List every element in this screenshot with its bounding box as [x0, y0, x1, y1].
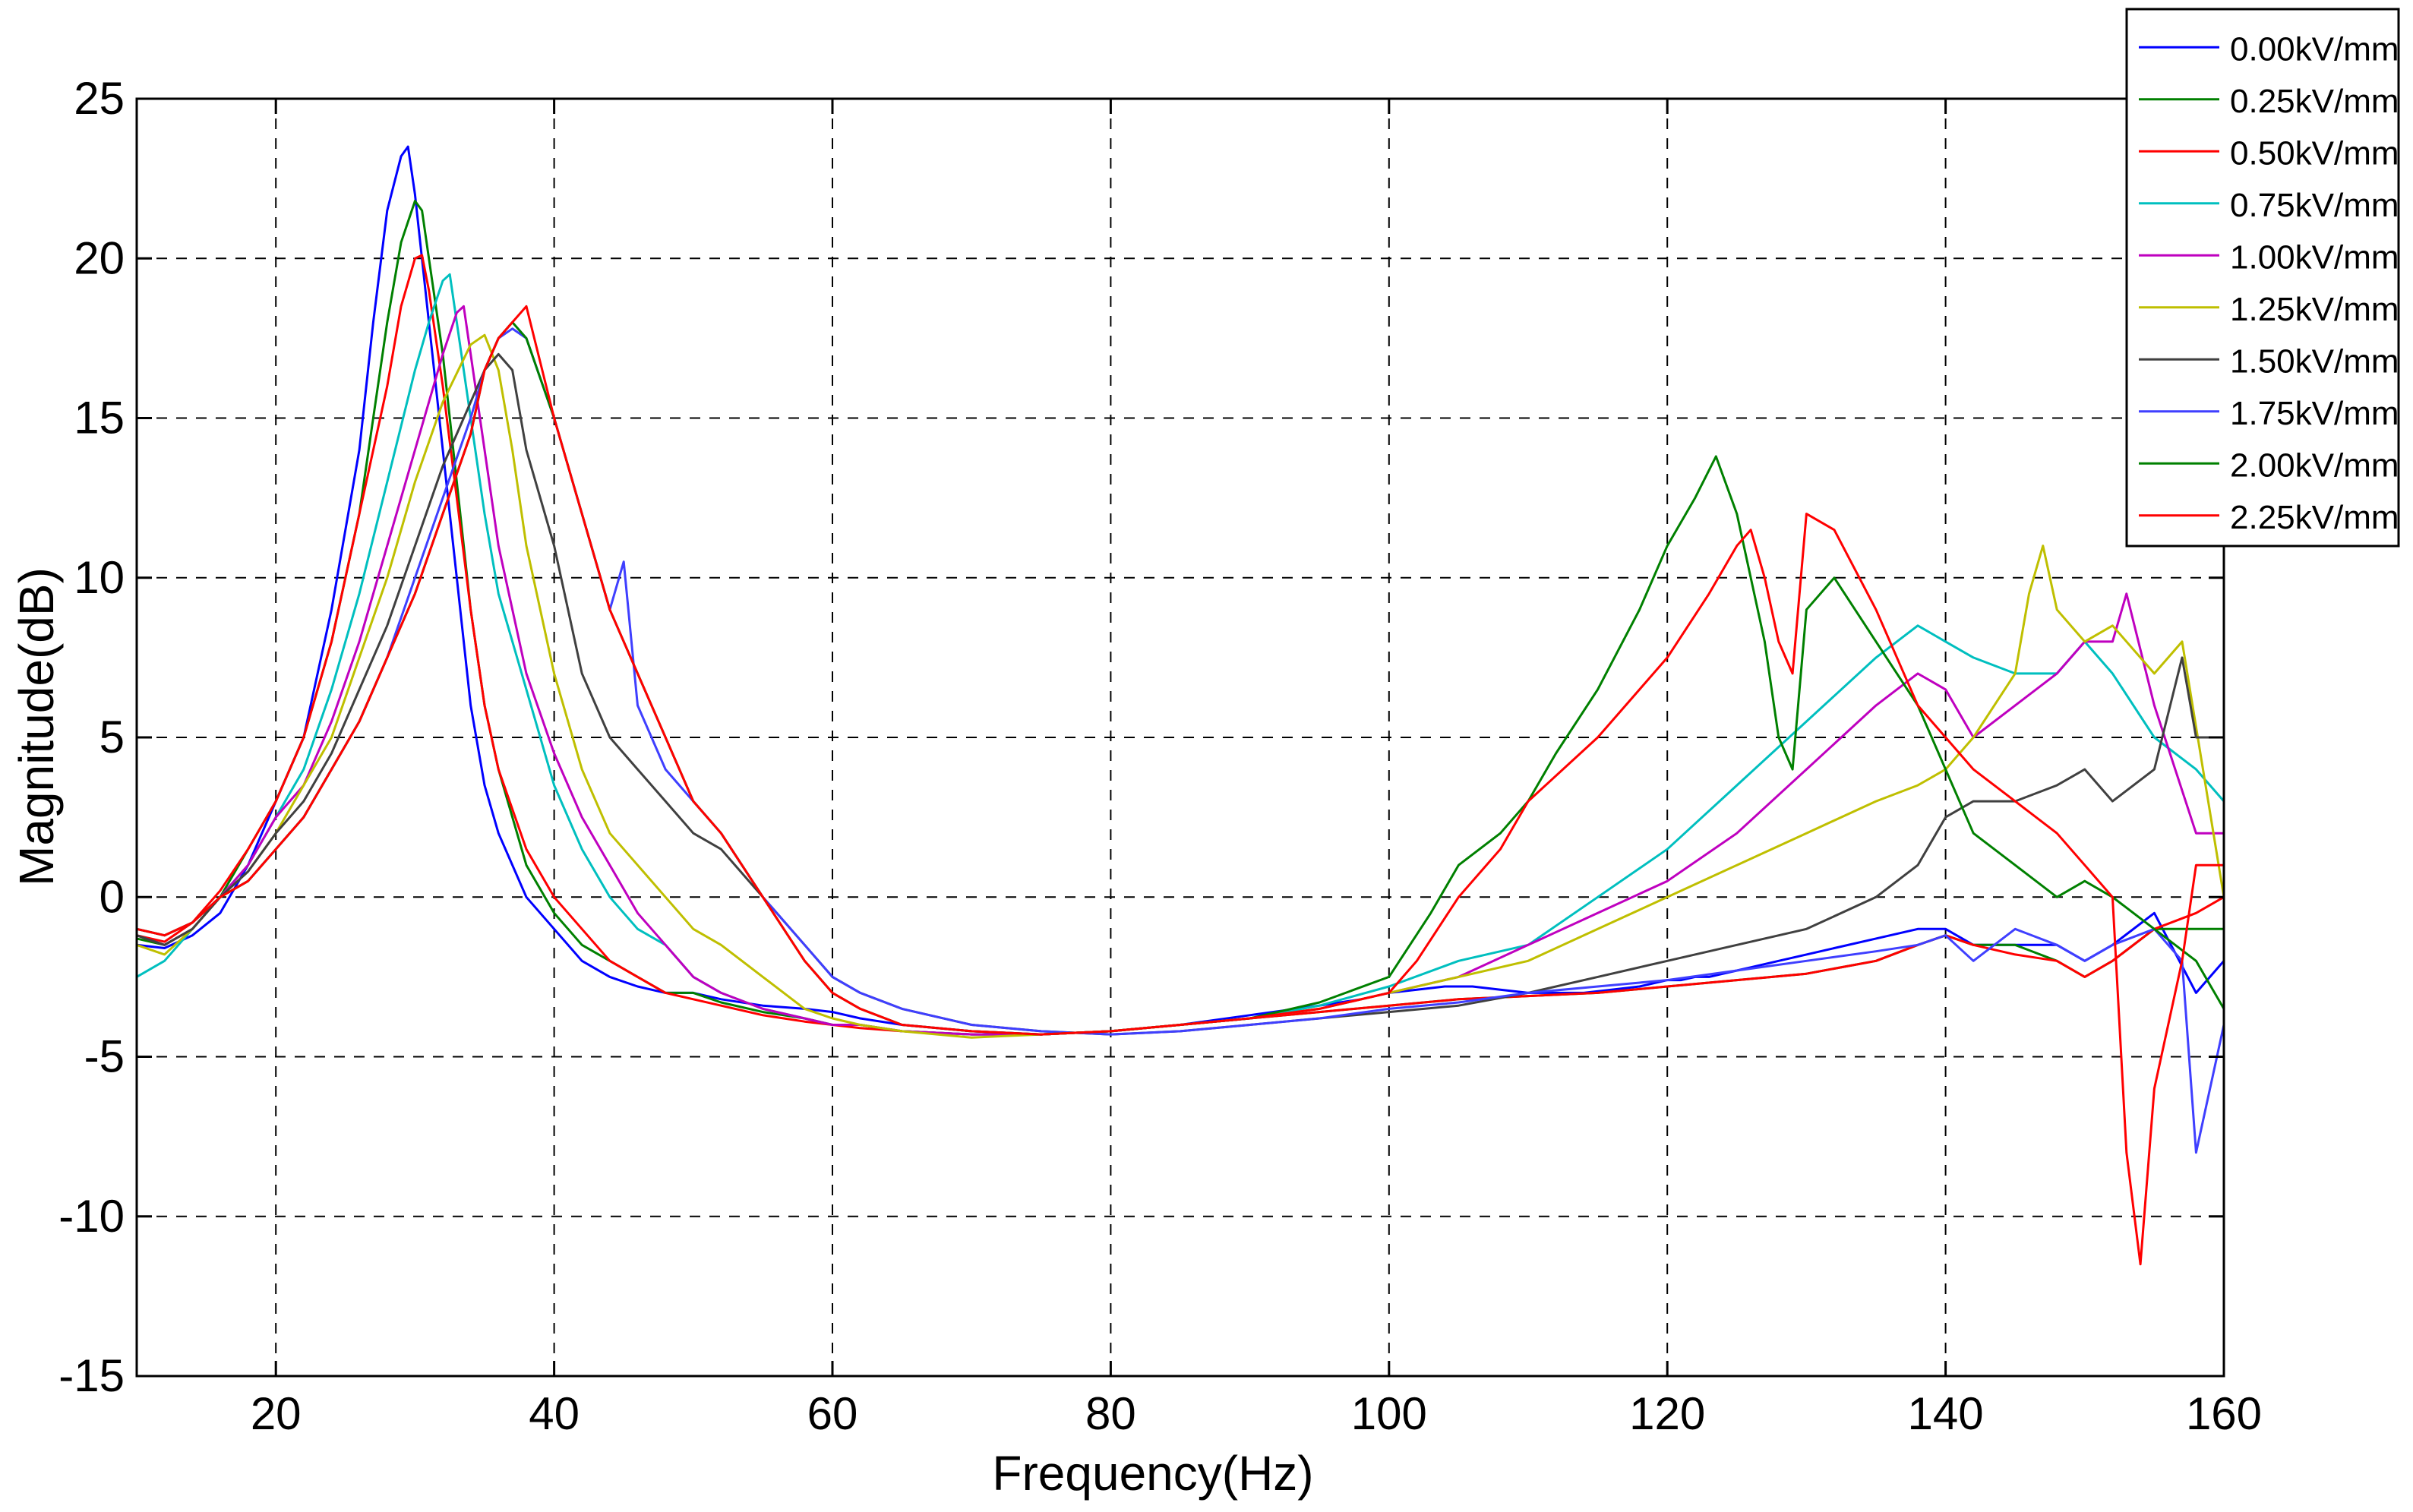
- axis-ticks: 20 40 60 80 100 120 140 160 -15 -10 -5 0 5 10 15 20 25: [58, 73, 2262, 1439]
- legend-label: 1.75kV/mm: [2230, 395, 2399, 432]
- x-tick-label: 100: [1351, 1388, 1427, 1439]
- x-tick-label: 80: [1085, 1388, 1136, 1439]
- x-tick-label: 20: [251, 1388, 302, 1439]
- series-line-5: [136, 333, 2225, 1039]
- y-tick-label: 20: [74, 232, 125, 283]
- legend-label: 0.25kV/mm: [2230, 83, 2399, 120]
- legend-label: 0.50kV/mm: [2230, 134, 2399, 172]
- legend-label: 1.50kV/mm: [2230, 342, 2399, 380]
- legend-label: 2.00kV/mm: [2230, 447, 2399, 484]
- x-axis-label: Frequency(Hz): [992, 1446, 1313, 1501]
- x-tick-label: 140: [1908, 1388, 1984, 1439]
- legend-label: 1.00kV/mm: [2230, 238, 2399, 276]
- x-tick-label: 60: [807, 1388, 858, 1439]
- x-tick-label: 120: [1629, 1388, 1705, 1439]
- y-tick-label: -5: [84, 1031, 125, 1082]
- y-tick-label: 0: [99, 871, 125, 922]
- series-line-9: [136, 305, 2224, 1266]
- legend-label: 1.25kV/mm: [2230, 291, 2399, 328]
- y-tick-label: -10: [58, 1191, 125, 1242]
- legend-label: 0.00kV/mm: [2230, 30, 2399, 68]
- x-tick-label: 40: [529, 1388, 580, 1439]
- y-tick-label: -15: [58, 1350, 125, 1401]
- y-tick-label: 10: [74, 552, 125, 603]
- y-tick-label: 25: [74, 73, 125, 124]
- series-line-4: [136, 305, 2224, 1036]
- series-line-2: [136, 254, 2225, 1036]
- legend-label: 0.75kV/mm: [2230, 187, 2399, 224]
- series-lines: [136, 145, 2225, 1266]
- x-tick-label: 160: [2186, 1388, 2262, 1439]
- y-tick-label: 15: [74, 393, 125, 443]
- y-axis-label: Magnitude(dB): [9, 567, 64, 886]
- y-tick-label: 5: [99, 712, 125, 762]
- legend-label: 2.25kV/mm: [2230, 499, 2399, 536]
- legend: 0.00kV/mm 0.25kV/mm 0.50kV/mm 0.75kV/mm 1.00…: [2125, 8, 2400, 548]
